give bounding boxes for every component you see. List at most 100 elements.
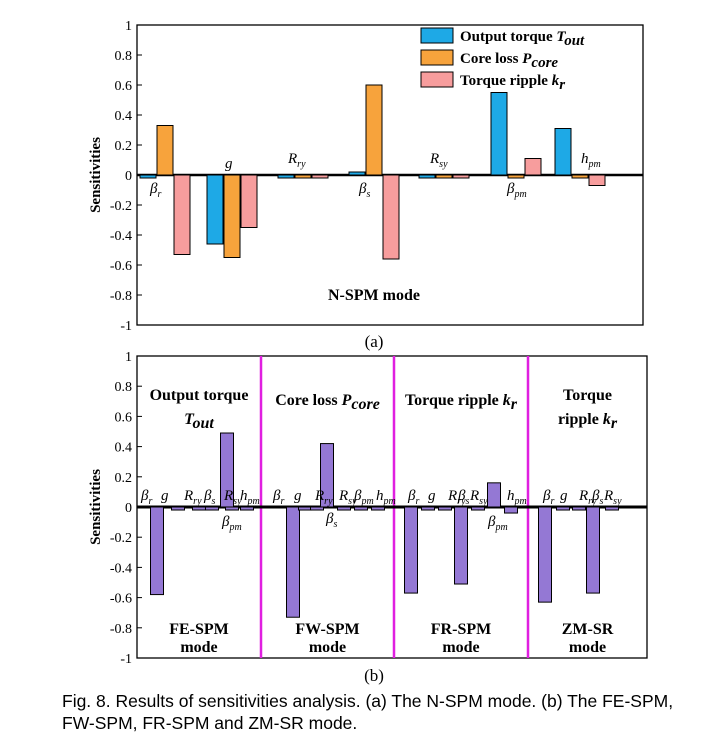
panel-a-bar-output-torque	[490, 92, 508, 176]
panel-a-bar-output-torque	[206, 174, 224, 245]
panel-b-bar	[487, 482, 501, 508]
panel-b-category-label: g	[294, 488, 302, 504]
panel-b-ytick-label: 0	[125, 501, 132, 516]
panel-b-category-label: βs	[325, 511, 337, 530]
panel-b-bar	[538, 506, 552, 603]
legend-swatch-3	[420, 71, 454, 88]
legend-label-2: Core loss Pcore	[460, 51, 558, 71]
panel-b-group-title-symbol-1: Tout	[184, 411, 214, 432]
panel-b-mode-label-1: FE-SPM	[169, 621, 229, 638]
panel-b-bar	[240, 506, 254, 511]
panel-a-category-label: βpm	[506, 181, 527, 200]
panel-b-bar	[298, 506, 312, 511]
panel-b-ytick-label: -0.8	[110, 622, 132, 637]
panel-b-ytick-label: 0.2	[115, 471, 133, 486]
panel-b-mode-label-4: ZM-SR	[562, 621, 614, 638]
panel-a-bar-output-torque	[139, 174, 157, 179]
panel-a-bar-core-loss	[571, 174, 589, 179]
panel-b-bar	[205, 506, 219, 511]
panel-b-category-label: βs	[457, 488, 469, 507]
panel-b-bar	[150, 506, 164, 596]
panel-b-category-label: Rsy	[223, 488, 242, 507]
panel-b-category-label: βpm	[487, 514, 508, 533]
panel-b-category-label: βr	[542, 488, 554, 507]
panel-b-bar	[220, 432, 234, 508]
panel-a-ytick-label: -0.2	[110, 199, 132, 214]
panel-b-ytick-label: 0.8	[115, 380, 133, 395]
panel-a-bar-torque-ripple	[524, 158, 542, 176]
figure-caption: Fig. 8. Results of sensitivities analysi…	[62, 691, 674, 733]
panel-b-bar	[586, 506, 600, 594]
panel-b-ylabel: Sensitivities	[88, 469, 104, 545]
legend-label-1: Output torque Tout	[460, 29, 585, 49]
chart-canvas: 1 0.8 0.6 0.4 0.2 0 -0.2 -0.4 -0.6 -0.8 -1 Sensitiv…	[88, 19, 648, 685]
panel-b-mode-label-3: FR-SPM	[431, 621, 491, 638]
panel-b-category-label: βr	[272, 488, 284, 507]
panel-b-category-label: Rsy	[338, 488, 357, 507]
panel-a-bar-torque-ripple	[452, 174, 470, 179]
panel-a-bar-core-loss	[156, 125, 174, 176]
panel-a-ytick-label: -0.6	[110, 259, 132, 274]
panel-b-bar	[337, 506, 351, 511]
panel-b-ytick-label: -0.2	[110, 531, 132, 546]
panel-b-label: (b)	[364, 666, 384, 685]
panel-a-category-label: βs	[358, 181, 370, 200]
panel-b-bar	[438, 506, 452, 511]
panel-a-ytick-label: 0.8	[115, 49, 133, 64]
panel-a-bar-core-loss	[294, 174, 312, 179]
panel-a-category-label: Rry	[287, 151, 306, 170]
panel-a-bar-core-loss	[223, 174, 241, 258]
panel-a-mode-label: N-SPM mode	[328, 287, 420, 304]
panel-b-bar	[572, 506, 586, 511]
panel-a-bar-core-loss	[507, 174, 525, 179]
panel-b-category-label: Rry	[183, 488, 202, 507]
panel-b-bar	[371, 506, 385, 511]
panel-b-bar	[605, 506, 619, 511]
panel-a-category-label: hpm	[581, 151, 601, 170]
panel-b-bar	[471, 506, 485, 511]
panel-b-bar	[421, 506, 435, 511]
panel-a-ytick-label: 0	[125, 169, 132, 184]
panel-b-category-label: Rsy	[603, 488, 622, 507]
panel-b-ytick-label: -0.6	[110, 592, 132, 607]
panel-b-ytick-label: 0.4	[115, 441, 133, 456]
panel-a-ytick-label: -0.8	[110, 289, 132, 304]
panel-b-bar	[171, 506, 185, 511]
panel-b-ytick-label: -0.4	[110, 561, 132, 576]
panel-b-category-label: hpm	[376, 488, 396, 507]
panel-a-category-label: Rsy	[429, 151, 448, 170]
panel-b-category-label: hpm	[240, 488, 260, 507]
panel-a-ytick-label: 1	[125, 19, 132, 34]
panel-b-category-label: g	[428, 488, 436, 504]
panel-a-bar-torque-ripple	[382, 174, 400, 260]
panel-b-category-label: βpm	[353, 488, 374, 507]
panel-b-bar	[504, 506, 518, 514]
panel-a-bar-torque-ripple	[173, 174, 191, 255]
panel-a-category-label: g	[225, 156, 233, 172]
legend-swatch-2	[420, 49, 454, 66]
panel-a-category-label: βr	[149, 181, 161, 200]
panel-b-category-label: βr	[140, 488, 152, 507]
panel-b-mode-label-line2-3: mode	[442, 639, 479, 656]
panel-a-bar-torque-ripple	[240, 174, 258, 228]
panel-b-ytick-label: -1	[120, 652, 132, 667]
panel-b-category-label: Rry	[447, 488, 466, 507]
legend-swatch-1	[420, 27, 454, 44]
panel-b-category-label: βs	[203, 488, 215, 507]
panel-b-bar	[286, 506, 300, 618]
panel-a-bar-torque-ripple	[588, 174, 606, 186]
panel-b-category-label: hpm	[507, 488, 527, 507]
panel-b-group-title-4: Torque	[563, 387, 612, 404]
panel-b-category-label: βpm	[221, 514, 242, 533]
panel-b-bar	[354, 506, 368, 511]
panel-b-bar	[454, 506, 468, 585]
panel-a-bar-output-torque	[418, 174, 436, 179]
panel-b-bar	[192, 506, 206, 511]
panel-b-category-label: βs	[591, 488, 603, 507]
panel-a-ytick-label: 0.6	[115, 79, 133, 94]
panel-a-bar-output-torque	[348, 171, 366, 176]
panel-b-category-label: Rsy	[469, 488, 488, 507]
panel-b-bar	[404, 506, 418, 594]
panel-b-ytick-label: 1	[125, 350, 132, 365]
